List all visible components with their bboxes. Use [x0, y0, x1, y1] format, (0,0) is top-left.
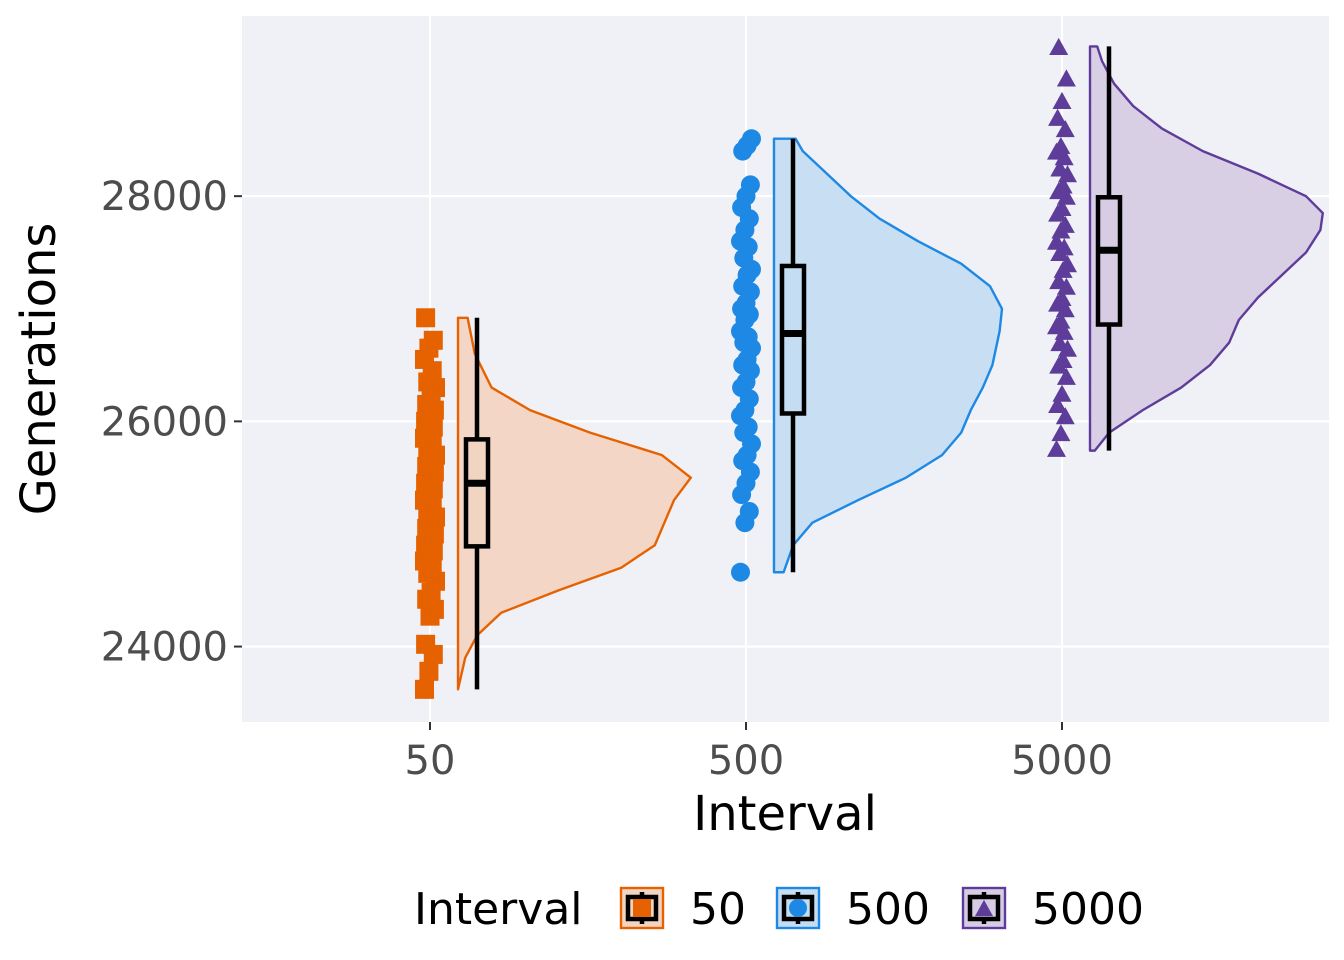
legend-key-marker-5000	[975, 899, 993, 917]
point-5000-31	[1050, 159, 1070, 177]
point-50-1	[419, 661, 439, 681]
point-50-47	[416, 308, 436, 328]
x-tick-label-500: 500	[708, 738, 784, 784]
point-5000-35	[1055, 120, 1075, 138]
point-50-0	[415, 679, 434, 699]
point-5000-29	[1053, 176, 1073, 194]
point-5000-17	[1049, 272, 1069, 290]
point-5000-36	[1048, 108, 1068, 126]
point-5000-5	[1056, 367, 1076, 385]
violin-50	[456, 316, 692, 691]
y-tick-label-28000: 28000	[101, 174, 228, 220]
violin-500	[772, 137, 1004, 574]
point-5000-26	[1052, 198, 1072, 216]
point-5000-34	[1051, 136, 1071, 155]
legend: Interval 50 500 5000	[414, 884, 1144, 935]
x-axis-title: Interval	[693, 786, 877, 842]
legend-label-5000: 5000	[1032, 884, 1144, 935]
point-500-41	[742, 129, 761, 149]
legend-entry-5000: 5000	[961, 884, 1144, 935]
y-tick-label-26000: 26000	[101, 399, 228, 445]
x-tick-label-5000: 5000	[1011, 738, 1113, 784]
point-5000-38	[1056, 69, 1076, 87]
point-5000-19	[1058, 255, 1077, 273]
series-5000	[1047, 37, 1324, 457]
point-5000-2	[1055, 407, 1075, 425]
legend-key-marker-50	[633, 899, 651, 917]
legend-entry-50: 50	[619, 884, 746, 935]
x-axis: 50 500 5000	[405, 722, 1113, 784]
point-500-38	[740, 175, 760, 195]
box-50	[463, 437, 491, 549]
point-5000-1	[1051, 424, 1071, 442]
box-5000	[1095, 195, 1123, 327]
legend-entry-500: 500	[775, 884, 930, 935]
point-5000-37	[1052, 91, 1072, 109]
point-50-3	[416, 634, 436, 654]
box-500	[779, 263, 807, 416]
point-5000-0	[1047, 439, 1066, 457]
series-layer	[415, 37, 1324, 699]
point-5000-15	[1052, 288, 1072, 307]
point-5000-7	[1053, 350, 1073, 368]
legend-label-50: 50	[690, 884, 746, 935]
x-tick-label-50: 50	[405, 738, 456, 784]
point-50-46	[423, 330, 443, 350]
point-5000-3	[1048, 395, 1068, 414]
point-5000-12	[1051, 311, 1071, 329]
legend-title: Interval	[414, 884, 583, 935]
series-500	[731, 129, 1004, 582]
point-5000-9	[1050, 333, 1070, 352]
point-5000-22	[1047, 232, 1066, 250]
y-axis: 24000 26000 28000	[101, 174, 242, 671]
point-5000-4	[1052, 384, 1072, 402]
series-50	[415, 308, 692, 699]
point-500-0	[731, 562, 750, 582]
point-500-2	[739, 501, 759, 521]
legend-key-marker-500	[789, 899, 807, 917]
y-tick-label-24000: 24000	[101, 625, 228, 671]
point-5000-39	[1049, 37, 1069, 55]
legend-label-500: 500	[846, 884, 930, 935]
y-axis-title: Generations	[11, 223, 67, 516]
point-5000-24	[1055, 215, 1075, 233]
